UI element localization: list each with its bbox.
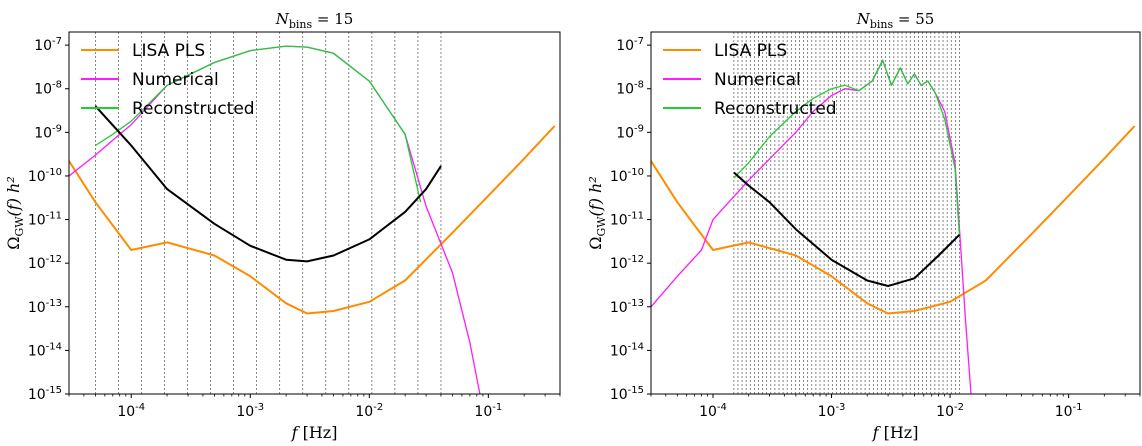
x-axis-label: f [Hz]: [872, 423, 919, 442]
y-tick-label: 10-14: [610, 341, 644, 359]
legend: LISA PLS Numerical Reconstructed: [663, 41, 837, 119]
y-tick-label: 10-8: [34, 80, 62, 98]
y-axis-label: ΩGW(f) h²: [4, 176, 26, 250]
panel-right: 10-4 10-3 10-2 10-1 10-7 10-8 10-9 10-10 10-11 10…: [586, 10, 1141, 442]
series-line-lisa-pls: [69, 125, 556, 315]
panel-left: 10-4 10-3 10-2 10-1 10-7 10-8 10-9 10-10 10-11 10…: [4, 10, 561, 442]
y-tick-label: 10-14: [28, 341, 62, 359]
axes-frame: [68, 31, 561, 395]
y-tick-label: 10-8: [616, 80, 644, 98]
chart-title: Nbins = 55: [856, 10, 935, 31]
y-tick-label: 10-15: [610, 385, 644, 403]
legend-label: Reconstructed: [132, 99, 255, 119]
bin-edges: [733, 32, 960, 394]
y-tick-label: 10-10: [610, 167, 644, 185]
x-tick-label: 10-4: [117, 402, 145, 420]
legend-label: Numerical: [132, 70, 219, 90]
series-line-lisa-pls: [651, 125, 1136, 315]
legend-label: LISA PLS: [132, 41, 205, 61]
y-tick-label: 10-9: [34, 123, 62, 141]
y-tick-label: 10-9: [616, 123, 644, 141]
legend: LISA PLS Numerical Reconstructed: [81, 41, 255, 119]
legend-label: Reconstructed: [714, 99, 837, 119]
y-tick-label: 10-7: [34, 36, 62, 54]
y-tick-label: 10-13: [28, 298, 62, 316]
legend-label: LISA PLS: [714, 41, 787, 61]
axes-frame: [650, 31, 1141, 395]
y-tick-label: 10-13: [610, 298, 644, 316]
y-tick-label: 10-12: [610, 254, 644, 272]
y-tick-label: 10-7: [616, 36, 644, 54]
y-tick-label: 10-11: [610, 211, 644, 229]
x-tick-label: 10-3: [818, 402, 846, 420]
legend-label: Numerical: [714, 70, 801, 90]
series-line-reconstructed: [95, 45, 422, 203]
series-line-reconstructed: [733, 59, 961, 237]
x-tick-label: 10-1: [474, 402, 502, 420]
x-axis-label: f [Hz]: [291, 423, 338, 442]
series-line-sensitivity: [94, 105, 442, 263]
x-tick-label: 10-2: [355, 402, 383, 420]
y-tick-label: 10-10: [28, 167, 62, 185]
series-line-sensitivity: [733, 171, 961, 287]
x-tick-label: 10-3: [236, 402, 264, 420]
y-tick-label: 10-12: [28, 254, 62, 272]
chart-title: Nbins = 15: [275, 10, 354, 31]
y-axis-label: ΩGW(f) h²: [586, 176, 608, 250]
y-tick-label: 10-15: [28, 385, 62, 403]
bin-edges: [95, 32, 442, 394]
x-tick-label: 10-1: [1055, 402, 1083, 420]
x-tick-label: 10-2: [936, 402, 964, 420]
y-tick-label: 10-11: [28, 211, 62, 229]
x-tick-label: 10-4: [699, 402, 727, 420]
